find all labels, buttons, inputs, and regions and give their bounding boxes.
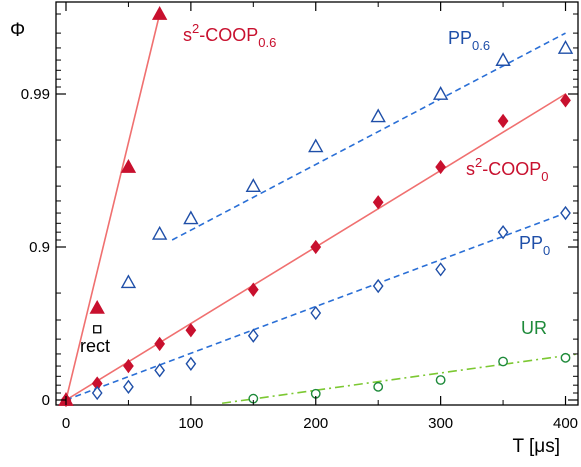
y-tick-label: 0.9 xyxy=(29,239,50,256)
series-pp0-6 xyxy=(120,40,574,289)
data-point xyxy=(497,113,509,129)
data-point xyxy=(560,205,571,221)
fit-line-ur xyxy=(221,353,578,405)
y-tick-label: 0.99 xyxy=(21,86,50,103)
data-point xyxy=(435,375,446,385)
data-point xyxy=(373,381,384,392)
data-point xyxy=(247,282,259,297)
data-point xyxy=(185,323,197,338)
x-tick-label: 0 xyxy=(62,415,70,432)
data-point xyxy=(93,325,102,334)
data-point xyxy=(560,93,571,108)
data-markers xyxy=(58,6,574,408)
series-label-pp0-6: PP0.6 xyxy=(448,28,490,53)
y-axis: 0 0.9 0.99 xyxy=(21,13,578,409)
plot-frame xyxy=(55,1,579,406)
data-point xyxy=(372,278,384,294)
data-point xyxy=(154,363,166,378)
data-point xyxy=(154,336,166,352)
fit-line-pp0 xyxy=(65,212,566,401)
data-point xyxy=(560,352,571,363)
series-s2-coop0 xyxy=(60,93,571,408)
series-labels: s2-COOP0.6 PP0.6 s2-COOP0 PP0 UR rect xyxy=(80,21,550,356)
data-point xyxy=(183,210,199,225)
series-label-rect: rect xyxy=(80,336,110,356)
data-point xyxy=(91,385,103,401)
series-rect xyxy=(93,325,102,334)
data-point xyxy=(247,328,259,343)
data-point xyxy=(89,299,105,314)
data-point xyxy=(435,262,447,277)
data-point xyxy=(245,178,262,193)
series-pp0 xyxy=(91,205,571,401)
data-point xyxy=(120,274,137,289)
data-point xyxy=(497,225,509,240)
fit-line-s2-coop0-6 xyxy=(65,13,161,401)
series-label-s2-coop0: s2-COOP0 xyxy=(466,155,548,184)
x-tick-label: 300 xyxy=(428,415,453,432)
data-point xyxy=(498,356,508,367)
data-point xyxy=(123,379,134,394)
data-point xyxy=(310,239,322,255)
data-point xyxy=(308,138,324,153)
data-point xyxy=(151,6,168,20)
series-label-ur: UR xyxy=(521,318,547,338)
x-tick-label: 100 xyxy=(178,415,203,432)
data-point xyxy=(123,358,134,374)
y-axis-title: Φ xyxy=(10,20,25,41)
x-tick-label: 400 xyxy=(553,415,578,432)
data-point xyxy=(432,86,449,100)
fit-line-pp0-6 xyxy=(171,32,566,241)
series-label-s2-coop0-6: s2-COOP0.6 xyxy=(183,21,276,50)
data-point xyxy=(372,195,384,210)
data-point xyxy=(495,52,511,66)
data-point xyxy=(151,225,168,240)
data-point xyxy=(120,159,137,173)
plot-border xyxy=(55,1,579,406)
x-axis-title: T [μs] xyxy=(512,436,560,457)
x-axis: 0 100 200 300 400 xyxy=(62,2,578,432)
x-tick-label: 200 xyxy=(303,415,328,432)
data-point xyxy=(310,305,322,321)
y-tick-label: 0 xyxy=(42,392,50,409)
data-point xyxy=(557,40,574,54)
series-label-pp0: PP0 xyxy=(519,233,550,258)
data-point xyxy=(185,356,197,371)
fit-lines xyxy=(65,13,578,405)
data-point xyxy=(370,108,386,123)
data-point xyxy=(435,159,447,175)
series-ur xyxy=(248,352,571,404)
